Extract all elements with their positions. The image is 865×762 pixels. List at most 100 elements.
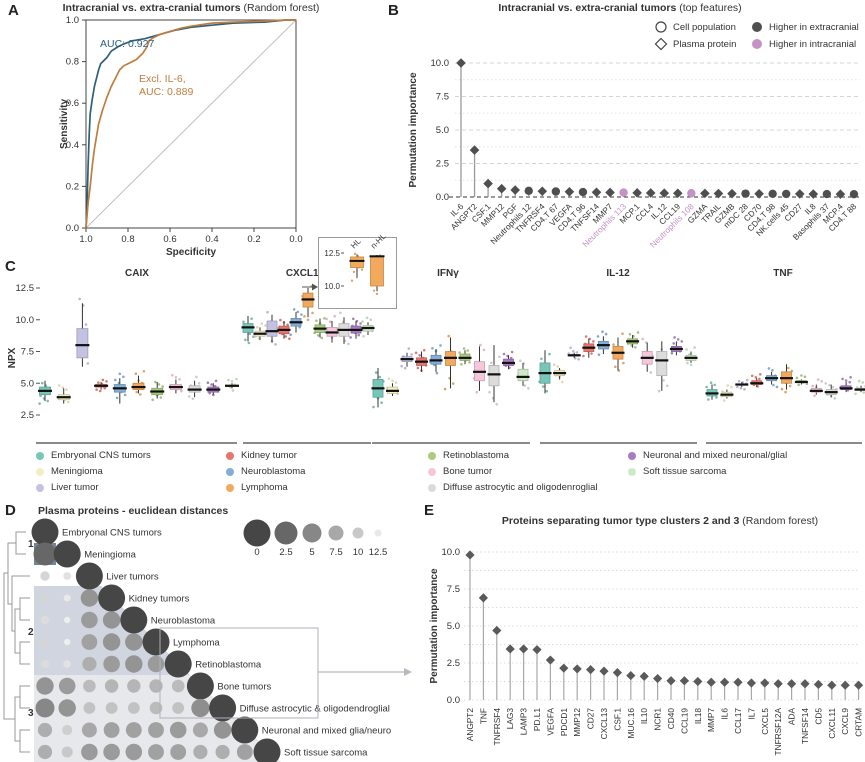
jitter-point [552, 363, 556, 366]
dendrogram-branch [19, 641, 30, 665]
e-lollipop-marker [813, 679, 823, 690]
jitter-point [601, 330, 604, 333]
y-tick-label: 0.8 [66, 57, 79, 68]
box-iqr [266, 320, 278, 337]
jitter-point [509, 356, 513, 360]
e-lollipop-marker [545, 655, 555, 665]
size-legend-value: 0 [254, 547, 259, 558]
jitter-point [339, 311, 342, 315]
e-lollipop-marker [760, 678, 770, 688]
jitter-point [750, 374, 754, 378]
jitter-point [78, 297, 81, 301]
jitter-point [482, 348, 486, 352]
inset-jitter-point [353, 252, 357, 256]
panel-a-roc-chart: Intracranial vs. extra-cranial tumors (R… [59, 2, 320, 258]
distance-bubble [125, 722, 142, 738]
jitter-point [323, 317, 326, 320]
jitter-point [548, 352, 551, 356]
legend-item-diffuse-astrocytic-and-oligodenroglial: Diffuse astrocytic and oligodenroglial [428, 482, 598, 493]
distance-bubble [148, 744, 164, 760]
distance-bubble [102, 611, 121, 629]
panel-a-title: Intracranial vs. extra-cranial tumors (R… [63, 2, 320, 14]
e-y-axis-label: Permutation importance [429, 568, 440, 683]
jitter-point [458, 351, 461, 354]
jitter-point [180, 389, 183, 393]
jitter-point [488, 390, 491, 394]
jitter-point [634, 346, 637, 349]
dendrogram [3, 531, 30, 753]
jitter-point [65, 388, 68, 391]
e-lollipop-marker [854, 680, 864, 690]
distance-bubble [63, 660, 72, 668]
jitter-point [134, 372, 138, 375]
jitter-point [767, 367, 771, 370]
e-x-label: VEGFA [545, 708, 555, 736]
distance-bubble [171, 679, 185, 693]
distance-bubble [215, 744, 230, 760]
legend-item-meningioma: Meningioma [36, 466, 103, 477]
higher-extracranial-icon [752, 22, 762, 32]
jitter-point [306, 318, 310, 322]
jitter-point [636, 331, 640, 334]
legend-item-embryonal-cns-tumors: Embryonal CNS tumors [36, 450, 151, 461]
e-lollipop-marker [559, 663, 569, 673]
diagonal-bubble [75, 562, 103, 590]
jitter-point [378, 375, 382, 379]
jitter-point [676, 338, 680, 341]
e-y-tick-label: 5.0 [447, 621, 460, 632]
b-y-tick-label: 10.0 [431, 58, 450, 69]
jitter-point [466, 349, 470, 352]
distance-bubble [37, 722, 53, 738]
jitter-point [743, 388, 746, 391]
jitter-point [824, 382, 828, 385]
e-y-tick-label: 0.0 [447, 695, 460, 706]
jitter-point [178, 378, 181, 381]
size-legend-circle [328, 525, 344, 541]
legend-label: Liver tumor [51, 482, 99, 493]
e-x-label: IL7 [746, 708, 756, 720]
matrix-row-label: Meningioma [84, 550, 136, 561]
jitter-point [541, 385, 545, 388]
e-lollipop-marker [840, 680, 850, 690]
facet-TNF: TNF [705, 268, 865, 444]
diagonal-bubble [164, 650, 192, 678]
c-y-tick-label: 7.5 [21, 347, 34, 358]
jitter-point [123, 393, 127, 397]
inset-jitter-point [350, 279, 354, 282]
jitter-point [266, 310, 269, 314]
distance-bubble [63, 572, 72, 580]
panel-label-a: A [8, 2, 19, 19]
size-legend-value: 10 [353, 547, 364, 558]
distance-bubble [81, 611, 98, 629]
jitter-point [38, 402, 41, 405]
auc-annotation-excl-1: Excl. IL-6, [139, 73, 186, 85]
inset-jitter-point [360, 268, 364, 271]
legend-color-dot [428, 451, 436, 460]
size-legend-value: 5 [309, 547, 314, 558]
e-y-tick-label: 2.5 [447, 658, 460, 669]
jitter-point [451, 382, 455, 385]
legend-label: Retinoblastoma [443, 450, 510, 461]
size-legend-value: 2.5 [279, 547, 292, 558]
dendrogram-branch [14, 696, 20, 742]
jitter-point [771, 369, 774, 372]
jitter-point [250, 317, 253, 320]
legend-label: Neuronal and mixed neuronal/glial [643, 450, 788, 461]
e-y-tick-label: 7.5 [447, 584, 460, 595]
jitter-point [828, 384, 831, 387]
distance-bubble [40, 637, 50, 647]
distance-bubble [83, 702, 96, 714]
box-iqr [656, 351, 668, 377]
jitter-point [737, 379, 741, 383]
lollipop-marker-diamond [537, 186, 548, 197]
distance-bubble [103, 722, 120, 738]
jitter-point [498, 355, 501, 359]
legend-cell-population: Cell population [673, 22, 736, 33]
facet-title: CAIX [125, 268, 149, 279]
roc-curve-all [85, 19, 296, 229]
e-lollipop-marker [800, 679, 810, 689]
dendrogram-branch [14, 608, 20, 654]
facet-CAIX: CAIX [36, 268, 239, 444]
e-lollipop-marker [746, 678, 756, 688]
